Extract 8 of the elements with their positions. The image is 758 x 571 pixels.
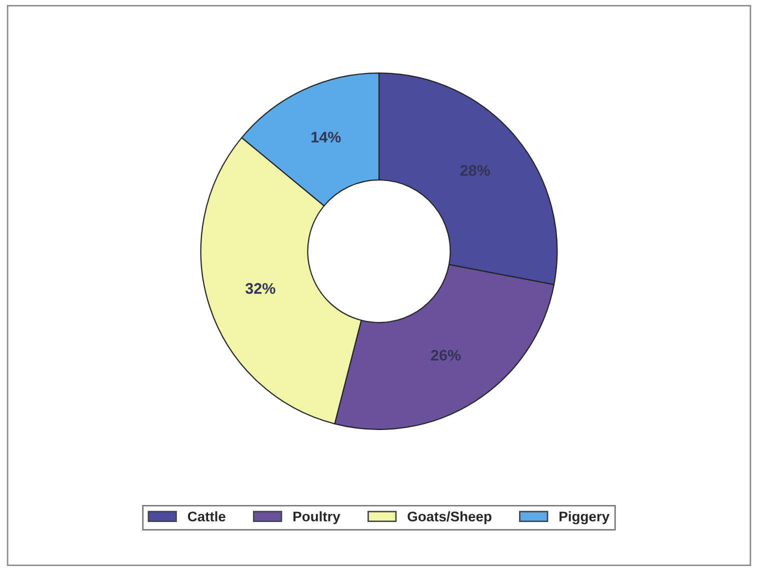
legend-label: Cattle (188, 511, 226, 522)
legend-label: Piggery (560, 511, 610, 524)
data-label: 32% (245, 283, 276, 294)
data-label: 26% (431, 350, 461, 361)
data-label: 14% (312, 132, 341, 142)
legend-label: Poultry (293, 511, 340, 524)
legend-label: Goats/Sheep (408, 511, 492, 524)
data-label: 28% (460, 165, 490, 176)
